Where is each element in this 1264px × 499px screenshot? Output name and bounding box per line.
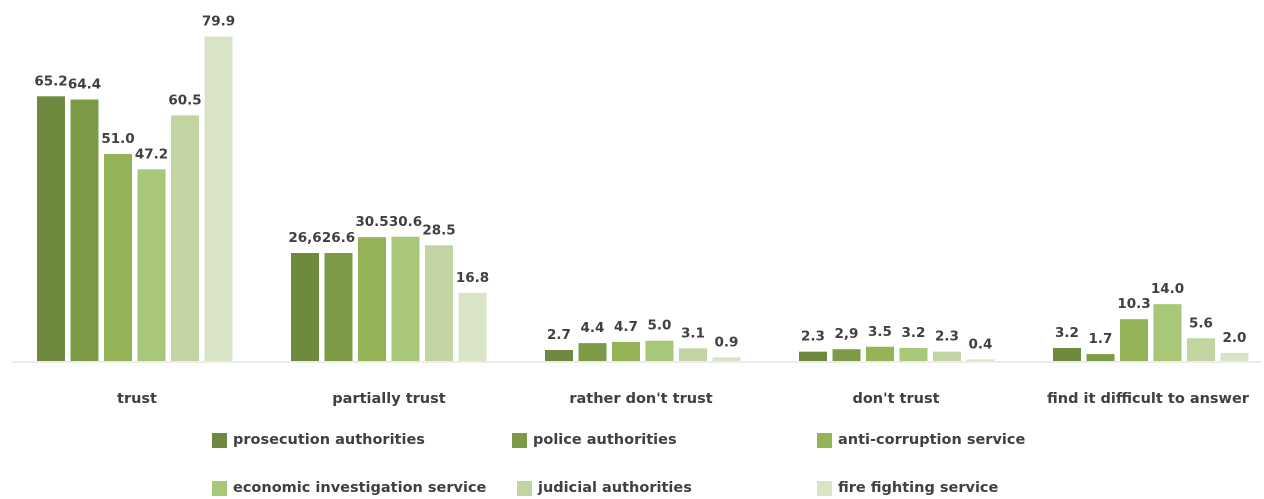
bar (171, 115, 199, 362)
data-label: 60.5 (168, 92, 201, 108)
bar (799, 351, 827, 361)
data-label: 51.0 (101, 131, 134, 147)
legend-item: judicial authorities (517, 478, 692, 498)
category-label: find it difficult to answer (1047, 391, 1250, 407)
data-label: 3.1 (681, 325, 705, 341)
bar (1086, 354, 1115, 361)
category-label: trust (117, 391, 157, 407)
data-label: 2.7 (547, 327, 571, 343)
data-label: 4.4 (581, 320, 605, 336)
legend-item: anti-corruption service (817, 430, 1025, 450)
legend-swatch (817, 480, 832, 496)
data-label: 79.9 (202, 14, 235, 30)
legend-label: prosecution authorities (233, 432, 425, 448)
data-label: 14.0 (1151, 281, 1184, 297)
data-label: 0.4 (969, 336, 993, 352)
data-label: 3.2 (902, 325, 926, 341)
bar (204, 36, 233, 362)
legend-swatch (212, 480, 227, 496)
data-label: 28.5 (422, 222, 455, 238)
bar (832, 349, 861, 361)
legend-item: police authorities (512, 430, 677, 450)
category-labels-layer: trust partially trust rather don't trust do… (117, 391, 1250, 407)
data-label: 3.5 (868, 324, 892, 340)
data-label: 26,6 (288, 230, 321, 246)
bar (1187, 338, 1215, 361)
bar (866, 346, 894, 361)
bar (324, 253, 353, 361)
legend-swatch (512, 432, 527, 448)
legend-item: prosecution authorities (212, 430, 425, 450)
data-label: 1.7 (1089, 331, 1113, 347)
legend-label: economic investigation service (233, 480, 487, 496)
value-labels-layer: 65.2 64.4 51.047.2 60.5 79.9 26,6 26.630.5 30.6… (34, 14, 1246, 353)
data-label: 4.7 (614, 319, 638, 335)
bar (291, 253, 319, 361)
bar (578, 343, 607, 361)
bar (137, 169, 166, 361)
data-label: 2.3 (935, 329, 959, 345)
legend-item: economic investigation service (212, 478, 486, 498)
legend-label: fire fighting service (838, 480, 999, 496)
bar (458, 292, 487, 361)
bar (1120, 319, 1148, 361)
bars-layer (37, 36, 1249, 362)
data-label: 0.9 (715, 334, 739, 350)
legend-swatch (817, 432, 832, 448)
data-label: 3.2 (1055, 325, 1079, 341)
legend-label: police authorities (533, 432, 677, 448)
bar (545, 350, 573, 361)
data-label: 5.6 (1189, 315, 1213, 331)
data-label: 47.2 (135, 146, 168, 162)
bar (358, 237, 386, 361)
bar (37, 96, 65, 362)
data-label: 30.5 (355, 214, 388, 230)
bar (1153, 304, 1182, 361)
bar (70, 99, 99, 361)
category-label: don't trust (852, 391, 939, 407)
data-label: 30.6 (389, 214, 422, 230)
bar (933, 351, 961, 361)
data-label: 5.0 (648, 318, 672, 334)
legend-label: anti-corruption service (838, 432, 1026, 448)
data-label: 2,9 (835, 326, 859, 342)
legend-label: judicial authorities (538, 480, 692, 496)
bar (1053, 348, 1081, 361)
category-label: rather don't trust (569, 391, 712, 407)
data-label: 16.8 (456, 270, 489, 286)
legend-item: fire fighting service (817, 478, 998, 498)
bar (679, 348, 707, 361)
bar (645, 340, 674, 361)
bar (899, 348, 928, 361)
legend-swatch (212, 432, 227, 448)
bar (712, 357, 741, 361)
bar (966, 359, 995, 361)
bar (104, 153, 132, 361)
data-label: 26.6 (322, 230, 355, 246)
data-label: 64.4 (68, 77, 101, 93)
data-label: 2.3 (801, 329, 825, 345)
data-label: 2.0 (1223, 330, 1247, 346)
legend-swatch (517, 480, 532, 496)
category-label: partially trust (332, 391, 445, 407)
bar (391, 236, 420, 361)
bar (612, 341, 640, 361)
data-label: 10.3 (1117, 296, 1150, 312)
bar (1220, 352, 1249, 361)
data-label: 65.2 (34, 73, 67, 89)
bar (425, 245, 453, 361)
